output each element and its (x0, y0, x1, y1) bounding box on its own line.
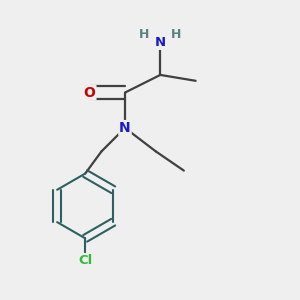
Text: N: N (119, 121, 131, 135)
Text: H: H (171, 28, 182, 41)
Text: O: O (84, 85, 96, 100)
Text: N: N (155, 36, 166, 49)
Text: H: H (139, 28, 149, 41)
Text: Cl: Cl (78, 254, 92, 267)
